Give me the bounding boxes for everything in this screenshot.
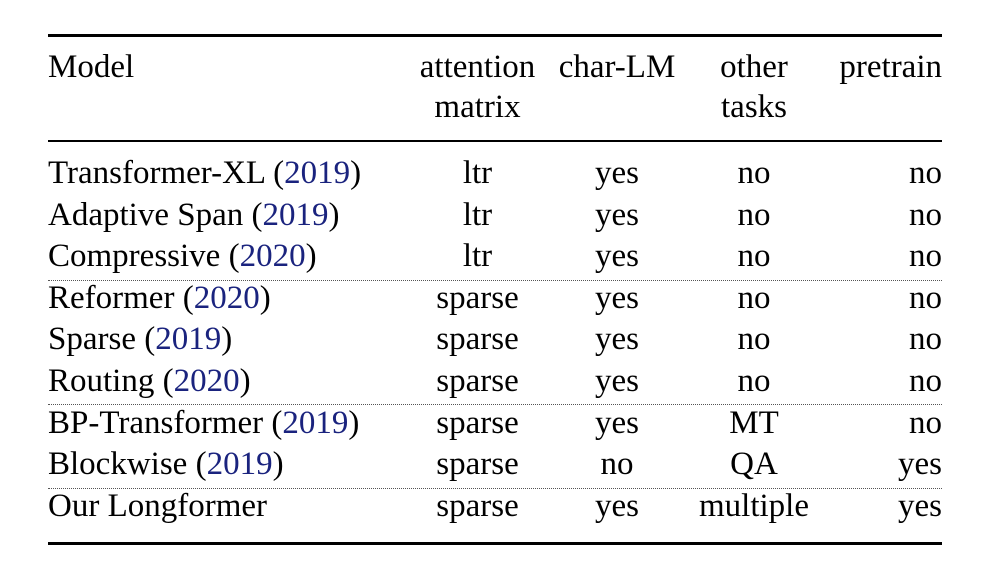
model-name: Transformer-XL ( xyxy=(48,155,285,191)
header-attention-line1: attention xyxy=(419,49,536,85)
model-name: Adaptive Span ( xyxy=(48,197,263,233)
char-lm-cell: yes xyxy=(595,321,639,357)
citation-close-paren: ) xyxy=(272,446,284,482)
attention-matrix-cell: ltr xyxy=(462,197,493,233)
model-name: Our Longformer xyxy=(48,488,268,524)
char-lm-cell: yes xyxy=(595,238,639,274)
attention-matrix-cell: ltr xyxy=(462,238,493,274)
other-tasks-cell: no xyxy=(737,321,771,357)
pretrain-cell: no xyxy=(909,363,942,399)
citation-close-paren: ) xyxy=(348,405,360,441)
pretrain-cell: yes xyxy=(898,446,942,482)
char-lm-cell: yes xyxy=(595,280,639,316)
header-model: Model xyxy=(48,49,135,85)
other-tasks-cell: no xyxy=(737,197,771,233)
model-name: BP-Transformer ( xyxy=(48,405,283,441)
citation-year-link[interactable]: 2019 xyxy=(282,405,349,441)
citation-year-link[interactable]: 2020 xyxy=(173,363,240,399)
other-tasks-cell: MT xyxy=(729,405,779,441)
citation-year-link[interactable]: 2020 xyxy=(193,280,260,316)
char-lm-cell: yes xyxy=(595,363,639,399)
header-other-line1: other xyxy=(720,49,788,85)
other-tasks-cell: multiple xyxy=(699,488,809,524)
table-row-model: Our Longformer xyxy=(48,486,267,526)
header-attention-line2: matrix xyxy=(434,89,521,125)
table-header-rule xyxy=(48,140,942,142)
citation-year-link[interactable]: 2020 xyxy=(239,238,306,274)
table-row-model: Compressive (2020) xyxy=(48,236,317,276)
table-row-model: Transformer-XL (2019) xyxy=(48,153,361,193)
other-tasks-cell: QA xyxy=(730,446,778,482)
model-name: Blockwise ( xyxy=(48,446,207,482)
table-bottom-rule xyxy=(48,542,942,545)
citation-close-paren: ) xyxy=(239,363,251,399)
citation-close-paren: ) xyxy=(259,280,271,316)
table-row-model: Blockwise (2019) xyxy=(48,444,284,484)
table-top-rule xyxy=(48,34,942,37)
group-divider xyxy=(48,488,942,489)
pretrain-cell: no xyxy=(909,321,942,357)
attention-matrix-cell: ltr xyxy=(462,155,493,191)
pretrain-cell: no xyxy=(909,280,942,316)
attention-matrix-cell: sparse xyxy=(436,446,519,482)
attention-matrix-cell: sparse xyxy=(436,280,519,316)
other-tasks-cell: no xyxy=(737,238,771,274)
header-other-line2: tasks xyxy=(721,89,787,125)
pretrain-cell: no xyxy=(909,238,942,274)
citation-close-paren: ) xyxy=(305,238,317,274)
attention-matrix-cell: sparse xyxy=(436,405,519,441)
pretrain-cell: no xyxy=(909,405,942,441)
group-divider xyxy=(48,404,942,405)
model-name: Routing ( xyxy=(48,363,174,399)
model-name: Reformer ( xyxy=(48,280,194,316)
header-pretrain: pretrain xyxy=(839,49,942,85)
other-tasks-cell: no xyxy=(737,280,771,316)
table-row-model: Sparse (2019) xyxy=(48,319,232,359)
model-name: Sparse ( xyxy=(48,321,156,357)
char-lm-cell: yes xyxy=(595,155,639,191)
citation-close-paren: ) xyxy=(350,155,362,191)
char-lm-cell: yes xyxy=(595,488,639,524)
attention-matrix-cell: sparse xyxy=(436,363,519,399)
citation-year-link[interactable]: 2019 xyxy=(284,155,351,191)
char-lm-cell: yes xyxy=(595,197,639,233)
citation-year-link[interactable]: 2019 xyxy=(206,446,273,482)
group-divider xyxy=(48,280,942,281)
char-lm-cell: no xyxy=(600,446,634,482)
table-row-model: Reformer (2020) xyxy=(48,278,271,318)
table-row-model: Routing (2020) xyxy=(48,361,251,401)
other-tasks-cell: no xyxy=(737,363,771,399)
citation-close-paren: ) xyxy=(328,197,340,233)
model-name: Compressive ( xyxy=(48,238,240,274)
pretrain-cell: no xyxy=(909,197,942,233)
citation-year-link[interactable]: 2019 xyxy=(155,321,222,357)
other-tasks-cell: no xyxy=(737,155,771,191)
pretrain-cell: no xyxy=(909,155,942,191)
attention-matrix-cell: sparse xyxy=(436,488,519,524)
char-lm-cell: yes xyxy=(595,405,639,441)
header-char-lm: char-LM xyxy=(558,49,676,85)
table-row-model: BP-Transformer (2019) xyxy=(48,403,359,443)
citation-year-link[interactable]: 2019 xyxy=(262,197,329,233)
citation-close-paren: ) xyxy=(221,321,233,357)
pretrain-cell: yes xyxy=(898,488,942,524)
attention-matrix-cell: sparse xyxy=(436,321,519,357)
table-row-model: Adaptive Span (2019) xyxy=(48,195,339,235)
